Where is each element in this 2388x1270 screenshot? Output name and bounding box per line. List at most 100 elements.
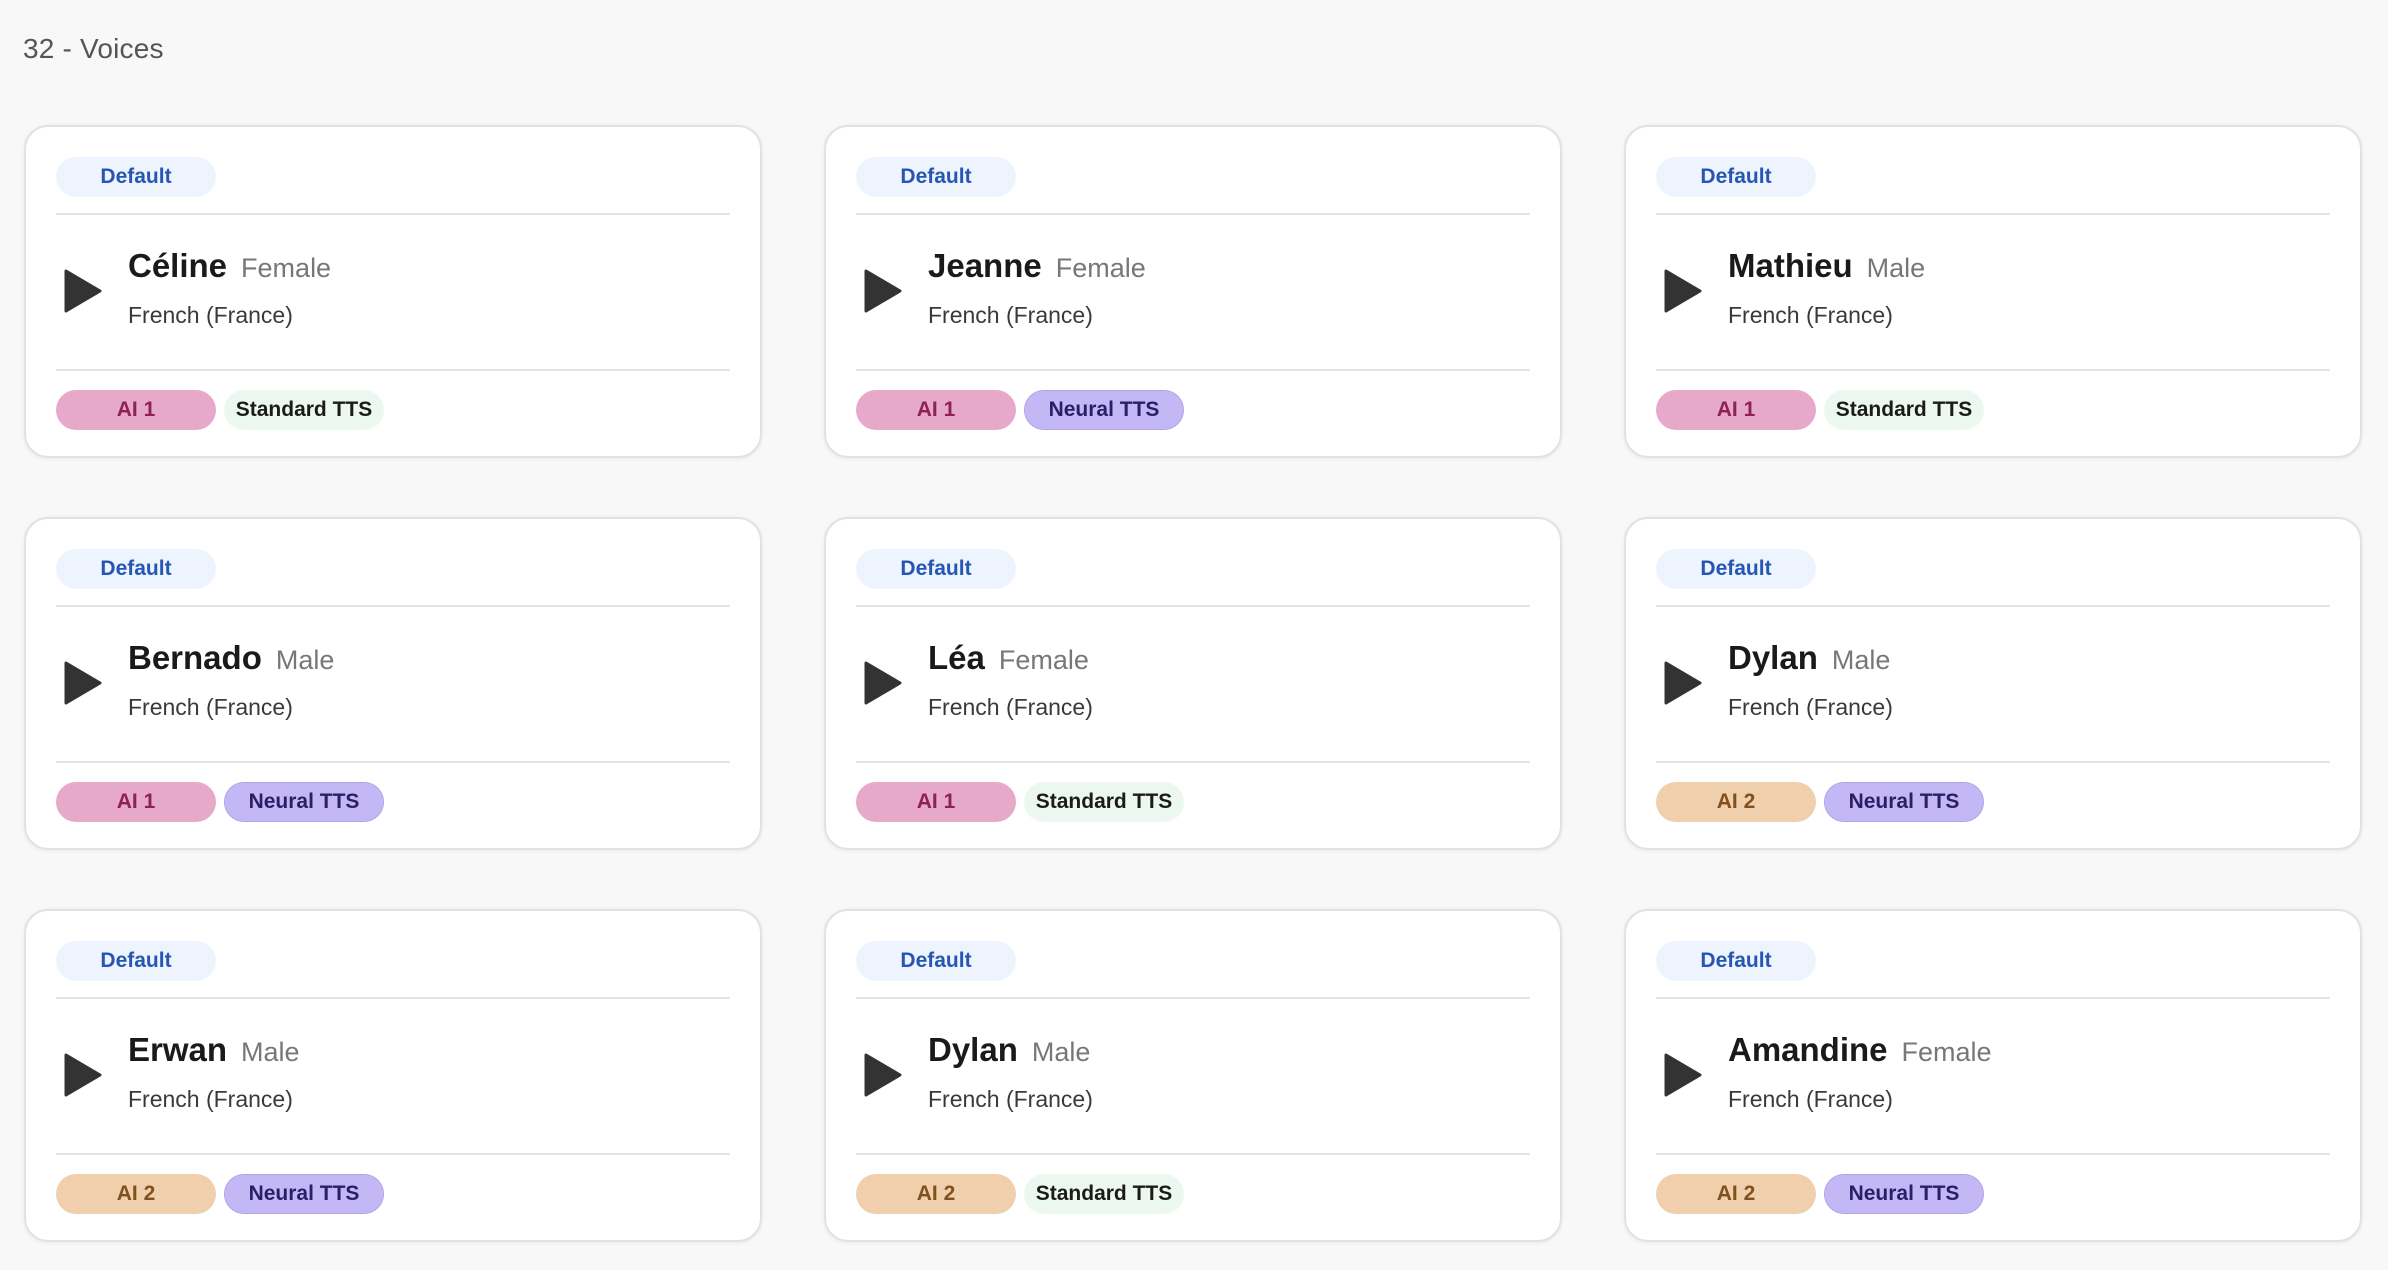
model-tag: AI 1 [56,390,216,430]
default-badge: Default [56,157,216,197]
divider [1656,605,2330,607]
voice-card[interactable]: Default Léa Female French (France) AI 1 S… [824,517,1562,850]
model-tag: AI 2 [856,1174,1016,1214]
engine-tag: Standard TTS [1024,782,1184,822]
default-badge: Default [56,941,216,981]
model-tag: AI 1 [856,390,1016,430]
voice-name: Erwan [128,1031,228,1068]
voice-gender: Female [998,645,1089,675]
model-tag: AI 1 [56,782,216,822]
play-icon[interactable] [862,1051,904,1099]
divider [1656,369,2330,371]
voice-gender: Female [1055,253,1146,283]
voice-card[interactable]: Default Dylan Male French (France) AI 2 N… [1624,517,2362,850]
engine-tag: Neural TTS [224,782,384,822]
play-icon[interactable] [862,267,904,315]
voice-language: French (France) [128,1086,293,1112]
voice-language: French (France) [1728,694,1893,720]
voice-gender: Female [241,253,332,283]
default-badge: Default [56,549,216,589]
voice-name-row: Céline Female [128,247,331,285]
play-icon[interactable] [1662,267,1704,315]
voice-name-row: Amandine Female [1728,1031,1992,1069]
divider [856,213,1530,215]
voice-name-row: Dylan Male [1728,639,1890,677]
divider [856,369,1530,371]
voice-name-row: Erwan Male [128,1031,300,1069]
play-icon[interactable] [1662,1051,1704,1099]
play-icon[interactable] [62,659,104,707]
divider [1656,761,2330,763]
voice-language: French (France) [1728,1086,1893,1112]
voice-name: Bernado [128,639,262,676]
engine-tag: Neural TTS [224,1174,384,1214]
play-icon[interactable] [862,659,904,707]
model-tag: AI 2 [1656,1174,1816,1214]
engine-tag: Neural TTS [1824,1174,1984,1214]
default-badge: Default [1656,157,1816,197]
model-tag: AI 2 [1656,782,1816,822]
divider [1656,997,2330,999]
divider [1656,213,2330,215]
voice-gender: Male [241,1037,300,1067]
divider [856,761,1530,763]
voice-card[interactable]: Default Dylan Male French (France) AI 2 S… [824,909,1562,1242]
model-tag: AI 2 [56,1174,216,1214]
model-tag: AI 1 [856,782,1016,822]
voice-card[interactable]: Default Mathieu Male French (France) AI 1… [1624,125,2362,458]
voice-grid: Default Céline Female French (France) AI … [24,125,2362,1242]
voice-gender: Male [1831,645,1891,675]
voice-language: French (France) [128,694,293,720]
default-badge: Default [856,157,1016,197]
voice-language: French (France) [928,694,1093,720]
voice-gender: Male [1866,253,1926,283]
page-title: 32 - Voices [23,33,164,64]
engine-tag: Neural TTS [1824,782,1984,822]
divider [1656,1153,2330,1155]
default-badge: Default [1656,549,1816,589]
divider [56,605,730,607]
model-tag: AI 1 [1656,390,1816,430]
voice-name: Céline [128,247,228,284]
divider [56,1153,730,1155]
default-badge: Default [856,941,1016,981]
engine-tag: Neural TTS [1024,390,1184,430]
divider [56,369,730,371]
voice-gender: Male [275,645,335,675]
voice-name-row: Jeanne Female [928,247,1146,285]
default-badge: Default [856,549,1016,589]
voice-name: Mathieu [1728,247,1853,284]
voice-name: Léa [928,639,985,676]
divider [856,997,1530,999]
voice-name-row: Mathieu Male [1728,247,1925,285]
voice-name: Amandine [1728,1031,1888,1068]
default-badge: Default [1656,941,1816,981]
engine-tag: Standard TTS [1024,1174,1184,1214]
voice-name-row: Léa Female [928,639,1089,677]
voice-name-row: Dylan Male [928,1031,1090,1069]
voice-card[interactable]: Default Céline Female French (France) AI … [24,125,762,458]
voice-name: Jeanne [928,247,1042,284]
divider [856,1153,1530,1155]
divider [56,997,730,999]
voice-card[interactable]: Default Bernado Male French (France) AI 1… [24,517,762,850]
voice-gender: Female [1901,1037,1992,1067]
divider [56,213,730,215]
voice-language: French (France) [928,1086,1093,1112]
voice-language: French (France) [928,302,1093,328]
voice-gender: Male [1031,1037,1091,1067]
voice-card[interactable]: Default Erwan Male French (France) AI 2 N… [24,909,762,1242]
voice-language: French (France) [128,302,293,328]
play-icon[interactable] [62,267,104,315]
voice-name: Dylan [1728,639,1818,676]
voice-name-row: Bernado Male [128,639,334,677]
voice-card[interactable]: Default Jeanne Female French (France) AI … [824,125,1562,458]
voice-language: French (France) [1728,302,1893,328]
voice-card[interactable]: Default Amandine Female French (France) A… [1624,909,2362,1242]
play-icon[interactable] [1662,659,1704,707]
engine-tag: Standard TTS [1824,390,1984,430]
divider [856,605,1530,607]
play-icon[interactable] [62,1051,104,1099]
voice-name: Dylan [928,1031,1018,1068]
